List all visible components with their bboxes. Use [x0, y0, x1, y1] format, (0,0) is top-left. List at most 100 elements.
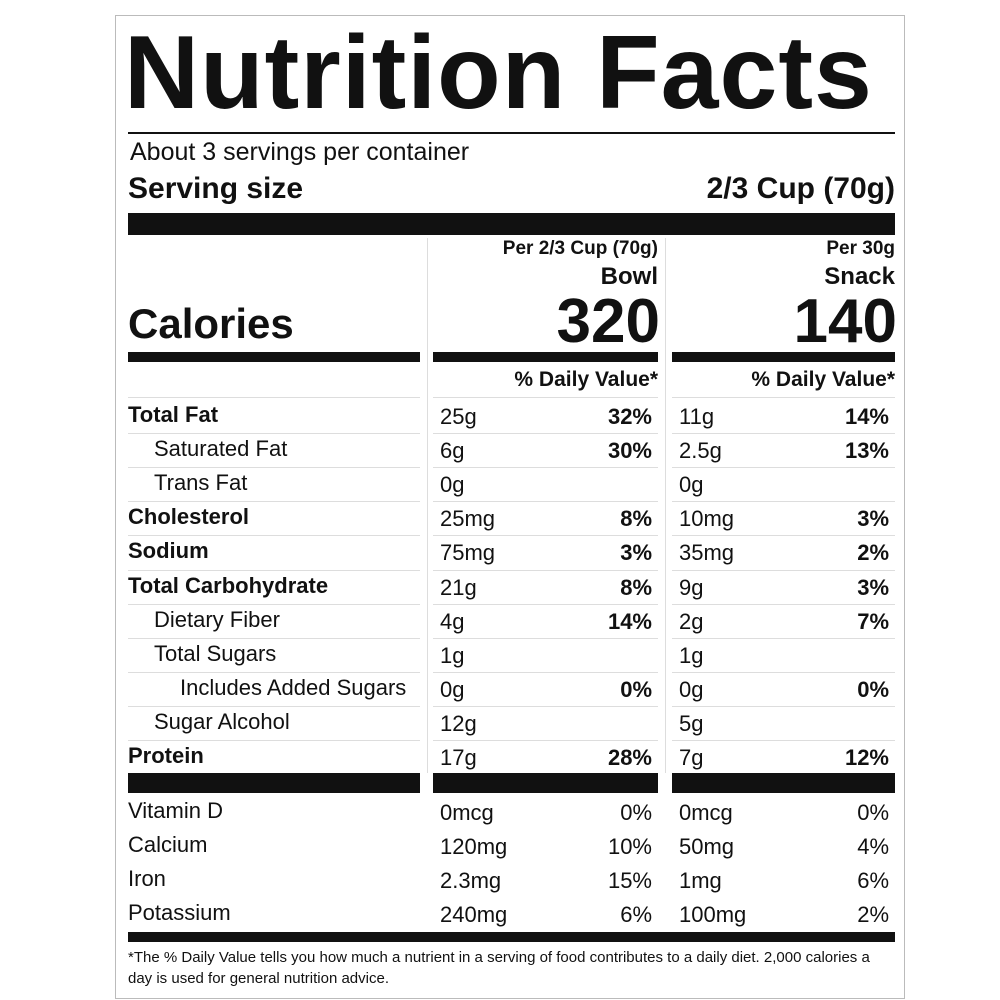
amount: 0g [679, 676, 704, 702]
amount: 25g [440, 404, 477, 429]
amount: 0mcg [440, 800, 494, 825]
daily-value: 15% [607, 868, 652, 893]
daily-value: 2% [857, 540, 889, 566]
calorie-rule [433, 352, 658, 362]
row-rule [128, 535, 420, 537]
row-rule [433, 467, 658, 469]
daily-value: 7% [857, 608, 889, 634]
nutrient-name: Total Carbohydrate [128, 572, 329, 598]
amount: 35mg [679, 540, 735, 566]
daily-value: 32% [607, 404, 652, 429]
nutrient-name: Saturated Fat [154, 436, 288, 462]
row-rule [433, 637, 658, 639]
row-rule [433, 671, 658, 673]
nutrient-name: Cholesterol [128, 504, 250, 530]
nutrient-name: Dietary Fiber [154, 606, 280, 632]
nutrient-name: Vitamin D [128, 798, 223, 823]
amount: 6g [440, 438, 465, 464]
nutrient-name: Total Sugars [154, 640, 277, 666]
row-rule [128, 397, 420, 398]
serving-size-label: Serving size [128, 172, 304, 205]
amount: 100mg [679, 902, 747, 927]
amount: 0g [679, 472, 704, 498]
amount: 0g [440, 676, 465, 702]
daily-value: 6% [857, 868, 889, 893]
amount: 1g [440, 642, 465, 668]
column-divider [427, 238, 428, 773]
nutrient-name: Potassium [128, 900, 231, 925]
amount: 17g [440, 745, 477, 770]
row-rule [433, 705, 658, 707]
row-rule [672, 535, 895, 537]
amount: 7g [679, 745, 704, 770]
daily-value-header: % Daily Value* [751, 368, 895, 391]
title: Nutrition Facts [124, 15, 873, 131]
calories-label: Calories [128, 300, 294, 347]
amount: 50mg [679, 834, 735, 859]
daily-value: 3% [620, 540, 652, 566]
nutrient-name: Includes Added Sugars [180, 674, 407, 700]
amount: 9g [679, 574, 704, 600]
nutrient-name: Sodium [128, 538, 209, 564]
nutrient-name: Trans Fat [154, 470, 248, 496]
servings: About 3 servings per container [130, 138, 470, 166]
amount: 120mg [440, 834, 508, 859]
column-per: Per 2/3 Cup (70g) [502, 238, 658, 259]
row-rule [433, 740, 658, 741]
row-rule [128, 705, 420, 707]
nutrient-name: Protein [128, 743, 204, 768]
row-rule [433, 535, 658, 537]
calories-value: 320 [556, 287, 660, 356]
daily-value: 0% [857, 676, 889, 702]
thick-rule [128, 213, 895, 235]
column-per: Per 30g [826, 238, 895, 259]
row-rule [433, 603, 658, 605]
row-rule [433, 501, 658, 503]
nutrient-name: Sugar Alcohol [154, 708, 290, 734]
daily-value: 28% [607, 745, 652, 770]
row-rule [128, 603, 420, 605]
row-rule [128, 467, 420, 469]
daily-value: 3% [857, 574, 889, 600]
amount: 240mg [440, 902, 508, 927]
calories-value: 140 [793, 287, 897, 356]
thick-rule [128, 932, 895, 942]
amount: 21g [440, 574, 477, 600]
row-rule [433, 397, 658, 398]
row-rule [672, 671, 895, 673]
daily-value: 0% [857, 800, 889, 825]
daily-value-header: % Daily Value* [514, 368, 658, 391]
column-name: Bowl [600, 263, 658, 290]
daily-value: 0% [620, 800, 652, 825]
amount: 75mg [440, 540, 496, 566]
amount: 2.5g [679, 438, 722, 464]
nutrient-name: Iron [128, 866, 166, 891]
daily-value: 8% [620, 506, 652, 532]
row-rule [672, 705, 895, 707]
rule [128, 132, 895, 134]
amount: 25mg [440, 506, 496, 532]
row-rule [128, 671, 420, 673]
amount: 1g [679, 642, 704, 668]
thick-rule [672, 773, 895, 793]
row-rule [672, 603, 895, 605]
amount: 11g [679, 404, 715, 429]
calorie-rule [128, 352, 420, 362]
serving-size: 2/3 Cup (70g) [706, 172, 895, 205]
amount: 5g [679, 710, 704, 736]
row-rule [672, 740, 895, 741]
daily-value: 14% [607, 608, 652, 634]
row-rule [128, 433, 420, 435]
amount: 12g [440, 710, 477, 736]
daily-value: 14% [844, 404, 889, 429]
nutrient-name: Calcium [128, 832, 208, 857]
row-rule [672, 397, 895, 398]
daily-value: 30% [607, 438, 652, 464]
daily-value: 10% [607, 834, 652, 859]
daily-value: 12% [844, 745, 889, 770]
thick-rule [128, 773, 420, 793]
row-rule [672, 501, 895, 503]
amount: 2g [679, 608, 704, 634]
daily-value: 13% [844, 438, 889, 464]
row-rule [672, 637, 895, 639]
